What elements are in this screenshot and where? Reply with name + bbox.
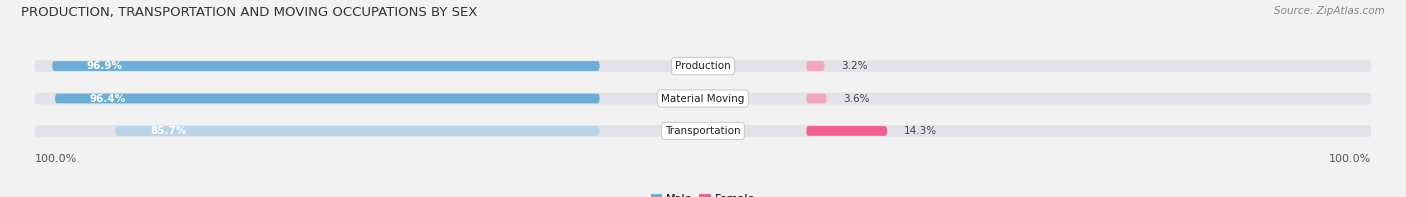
FancyBboxPatch shape [55, 94, 599, 103]
FancyBboxPatch shape [35, 60, 1371, 72]
FancyBboxPatch shape [807, 126, 887, 136]
FancyBboxPatch shape [807, 61, 824, 71]
Text: Transportation: Transportation [665, 126, 741, 136]
Text: Production: Production [675, 61, 731, 71]
FancyBboxPatch shape [35, 93, 1371, 104]
Text: 100.0%: 100.0% [1329, 154, 1371, 164]
Text: 14.3%: 14.3% [904, 126, 936, 136]
Text: 96.4%: 96.4% [90, 94, 125, 103]
Text: 3.6%: 3.6% [844, 94, 870, 103]
FancyBboxPatch shape [115, 126, 599, 136]
FancyBboxPatch shape [807, 94, 827, 103]
Text: 96.9%: 96.9% [87, 61, 122, 71]
Text: 85.7%: 85.7% [150, 126, 187, 136]
Text: 100.0%: 100.0% [35, 154, 77, 164]
Text: Source: ZipAtlas.com: Source: ZipAtlas.com [1274, 6, 1385, 16]
Legend: Male, Female: Male, Female [647, 190, 759, 197]
Text: 3.2%: 3.2% [841, 61, 868, 71]
Text: Material Moving: Material Moving [661, 94, 745, 103]
FancyBboxPatch shape [35, 125, 1371, 137]
FancyBboxPatch shape [52, 61, 599, 71]
Text: PRODUCTION, TRANSPORTATION AND MOVING OCCUPATIONS BY SEX: PRODUCTION, TRANSPORTATION AND MOVING OC… [21, 6, 478, 19]
